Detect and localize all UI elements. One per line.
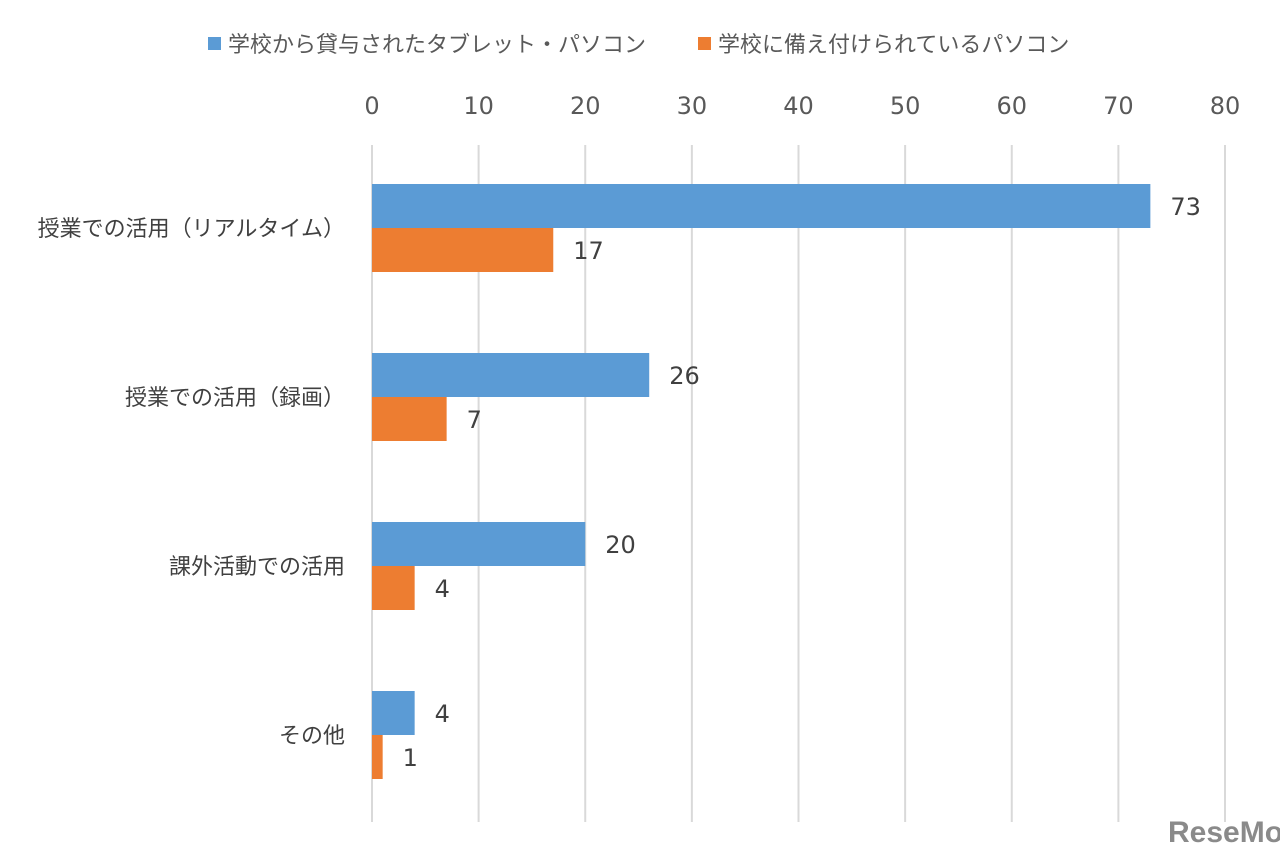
legend-label: 学校から貸与されたタブレット・パソコン bbox=[228, 33, 646, 58]
x-tick-label: 80 bbox=[1210, 92, 1241, 120]
data-label: 1 bbox=[403, 744, 418, 772]
category-label: 課外活動での活用 bbox=[169, 555, 345, 580]
x-tick-label: 70 bbox=[1103, 92, 1134, 120]
legend-label: 学校に備え付けられているパソコン bbox=[718, 33, 1069, 58]
bar bbox=[372, 691, 415, 735]
category-label: 授業での活用（リアルタイム） bbox=[38, 217, 345, 242]
data-label: 7 bbox=[467, 406, 482, 434]
watermark-logo: ReseMom bbox=[1168, 816, 1280, 849]
data-label: 20 bbox=[605, 531, 636, 559]
x-tick-label: 10 bbox=[463, 92, 494, 120]
x-tick-label: 50 bbox=[890, 92, 921, 120]
bar bbox=[372, 228, 554, 272]
legend-swatch bbox=[698, 37, 711, 50]
legend-swatch bbox=[208, 37, 221, 50]
category-label: 授業での活用（録画） bbox=[125, 386, 345, 411]
data-label: 26 bbox=[669, 362, 700, 390]
bar bbox=[372, 566, 415, 610]
x-tick-label: 40 bbox=[783, 92, 814, 120]
x-tick-label: 30 bbox=[677, 92, 708, 120]
x-tick-label: 60 bbox=[996, 92, 1027, 120]
bar bbox=[372, 735, 383, 779]
legend: 学校から貸与されたタブレット・パソコン 学校に備え付けられているパソコン bbox=[208, 33, 1069, 58]
data-label: 4 bbox=[435, 575, 450, 603]
x-tick-label: 20 bbox=[570, 92, 601, 120]
bar bbox=[372, 184, 1151, 228]
x-axis-ticks: 0 10 20 30 40 50 60 70 80 bbox=[364, 92, 1240, 120]
bar bbox=[372, 353, 650, 397]
data-label: 73 bbox=[1170, 193, 1201, 221]
category-label: その他 bbox=[279, 724, 345, 749]
bar bbox=[372, 397, 447, 441]
bar bbox=[372, 522, 586, 566]
data-label: 17 bbox=[573, 237, 604, 265]
x-tick-label: 0 bbox=[364, 92, 379, 120]
data-label: 4 bbox=[435, 700, 450, 728]
